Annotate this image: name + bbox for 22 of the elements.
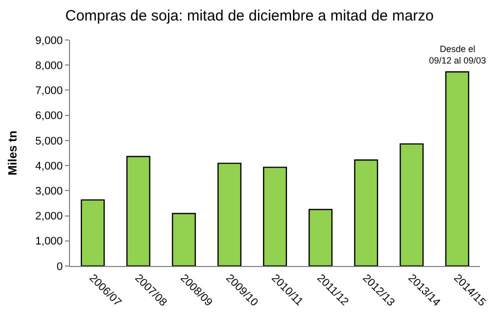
bar <box>445 71 470 266</box>
y-tick-label: 0 <box>56 260 63 273</box>
y-tick-label: 1,000 <box>35 236 63 248</box>
bar <box>354 159 378 266</box>
y-tick-label: 6,000 <box>35 110 63 122</box>
bar <box>80 199 105 266</box>
y-tick-label: 9,000 <box>35 34 63 47</box>
y-tick-label: 7,000 <box>35 85 63 98</box>
bar <box>217 162 242 266</box>
y-tick-label: 4,000 <box>35 160 63 172</box>
y-axis-title: Miles tn <box>6 130 20 176</box>
y-tick-label: 5,000 <box>35 135 63 148</box>
y-tick-label: 2,000 <box>35 210 63 223</box>
bar <box>172 212 196 266</box>
y-tick-label: 8,000 <box>35 60 63 72</box>
y-tick-label: 3,000 <box>35 186 63 198</box>
bar <box>263 166 287 266</box>
annotation: Desde el 09/12 al 09/03 <box>429 44 486 66</box>
bar <box>400 143 424 266</box>
bar <box>126 156 150 266</box>
chart-title: Compras de soja: mitad de diciembre a mitad de marzo <box>65 7 434 24</box>
bar <box>308 208 333 266</box>
